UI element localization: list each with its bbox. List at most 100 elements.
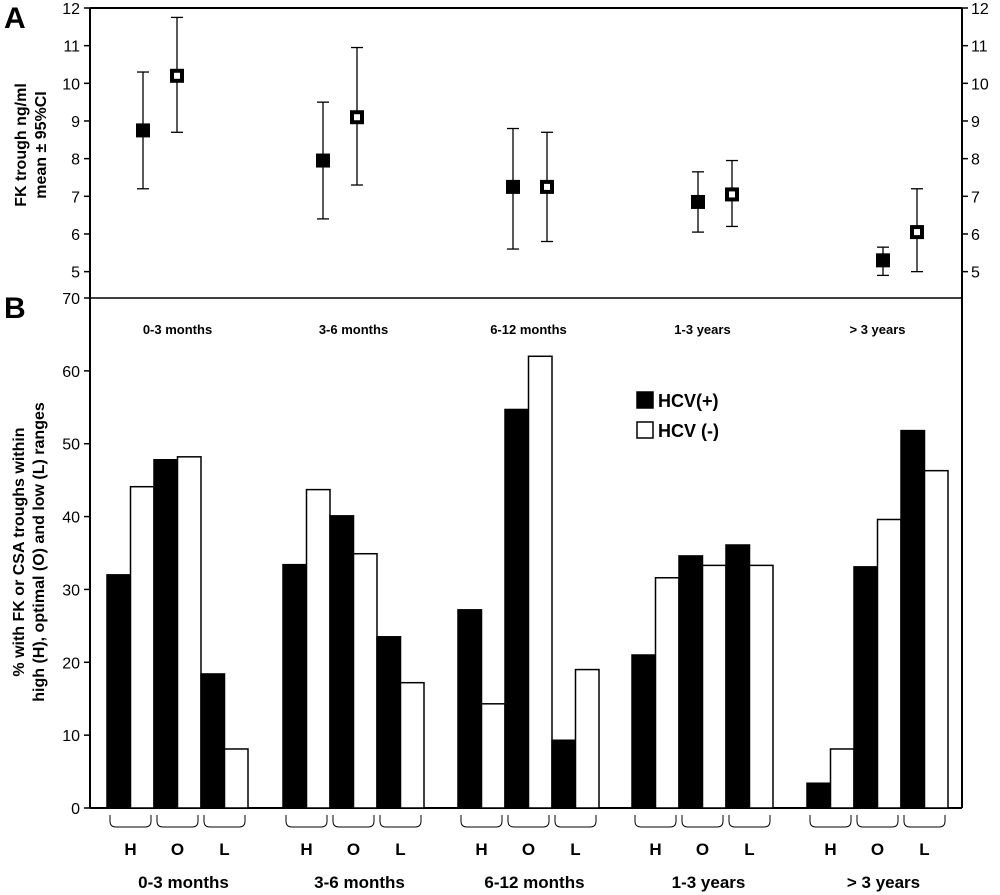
panel-b-subgroup-bracket [554,815,597,828]
legend-label-hcv-neg: HCV (-) [658,421,719,441]
panel-b-group-label-bottom: 6-12 months [484,873,584,892]
panel-b-subcategory-label: L [219,840,229,859]
panel-b: B % with FK or CSA troughs within high (… [4,291,963,892]
panel-b-subgroup-bracket [379,815,422,828]
panel-a-point-hcv-neg [170,68,184,83]
panel-b-group-label-bottom: 0-3 months [138,873,229,892]
panel-a-point-hcv-neg [910,225,924,240]
panel-b-bar-hcv-neg [352,552,378,809]
panel-b-bar-hcv-pos [153,458,179,809]
panel-b-y-tick-label: 0 [71,801,80,818]
panel-b-subcategory-label: O [347,840,360,859]
panel-b-label: B [4,292,26,325]
panel-b-bar-hcv-pos [631,654,657,809]
panel-b-y-tick-label: 60 [62,364,80,381]
panel-a-ylabel-line-1: FK trough ng/ml [13,83,30,207]
panel-b-subcategory-label: H [300,840,312,859]
panel-a-point-hcv-pos [506,179,520,194]
panel-b-subgroup-bracket [903,815,946,828]
panel-a-right-tick-label: 10 [971,76,989,93]
panel-b-y-tick-label: 10 [62,728,80,745]
panel-b-bar-hcv-pos [457,609,483,809]
panel-a-right-tick-label: 12 [971,1,989,18]
panel-b-bar-hcv-pos [376,636,402,809]
panel-b-subgroup-bracket [203,815,246,828]
panel-b-subgroup-bracket [681,815,724,828]
panel-b-bar-hcv-pos [200,673,226,809]
panel-b-group-label-top: 6-12 months [490,322,567,337]
panel-b-bar-hcv-neg [923,469,949,809]
legend-swatch-hcv-neg [636,421,654,439]
panel-a-left-tick-label: 7 [71,189,80,206]
panel-a: A FK trough ng/ml mean ± 95%CI 5 5 6 6 7 7 8 8 9… [4,1,989,299]
panel-b-bar-hcv-neg [876,518,902,809]
panel-a-left-tick-label: 5 [71,265,80,282]
panel-a-point-hcv-pos [316,153,330,168]
panel-b-bar-hcv-pos [329,515,355,809]
panel-b-subgroup-bracket [507,815,550,828]
panel-b-y-tick-label: 70 [62,291,80,308]
panel-b-group-label-bottom: > 3 years [847,873,920,892]
panel-b-bar-hcv-neg [399,681,425,809]
legend-label-hcv-pos: HCV(+) [658,391,719,411]
panel-b-subcategory-label: H [649,840,661,859]
panel-b-bar-hcv-neg [829,748,855,809]
panel-a-left-tick-label: 9 [71,114,80,131]
panel-b-group-label-top: > 3 years [849,322,905,337]
panel-b-group-label-top: 1-3 years [674,322,730,337]
panel-b-subgroup-bracket [460,815,503,828]
panel-b-subcategory-label: O [696,840,709,859]
panel-a-right-tick-label: 6 [971,227,980,244]
panel-b-ylabel-line-1: % with FK or CSA troughs within [11,427,28,676]
panel-b-y-tick-label: 20 [62,655,80,672]
panel-b-subcategory-label: L [919,840,929,859]
panel-b-bar-hcv-neg [654,577,680,809]
panel-b-subcategory-label: H [824,840,836,859]
panel-b-subgroup-bracket [856,815,899,828]
panel-b-subcategory-label: H [475,840,487,859]
panel-a-ylabel-line-2: mean ± 95%CI [33,91,50,199]
panel-b-group-label-top: 3-6 months [319,322,388,337]
panel-a-left-tick-label: 12 [62,1,80,18]
panel-b-subgroup-bracket [156,815,199,828]
panel-b-subgroup-bracket [332,815,375,828]
panel-a-point-hcv-pos [691,194,705,209]
panel-a-point-hcv-neg [725,187,739,202]
panel-a-right-tick-label: 7 [971,189,980,206]
panel-b-subcategory-label: O [522,840,535,859]
panel-a-point-hcv-pos [876,253,890,268]
panel-b-y-tick-label: 50 [62,437,80,454]
panel-a-left-tick-label: 10 [62,76,80,93]
panel-b-ylabel-line-2: high (H), optimal (O) and low (L) ranges [31,402,48,702]
panel-a-left-tick-label: 8 [71,152,80,169]
panel-b-bar-hcv-neg [701,564,727,809]
panel-b-subcategory-label: L [570,840,580,859]
panel-a-y-axis-label: FK trough ng/ml mean ± 95%CI [13,83,50,207]
panel-b-subcategory-label: L [395,840,405,859]
panel-b-bar-hcv-neg [305,488,331,809]
panel-b-y-tick-label: 40 [62,510,80,527]
panel-b-bar-hcv-pos [106,574,132,809]
panel-b-bar-hcv-pos [551,739,577,809]
panel-b-bar-hcv-pos [504,408,530,809]
panel-b-bar-hcv-neg [748,564,774,809]
legend-swatch-hcv-pos [636,391,654,409]
panel-b-subgroup-bracket [728,815,771,828]
panel-b-bar-hcv-neg [223,748,249,809]
panel-b-bar-hcv-pos [725,544,751,809]
panel-b-y-axis-label: % with FK or CSA troughs within high (H)… [11,402,48,702]
panel-b-bar-hcv-pos [806,782,832,809]
panel-a-point-hcv-neg [540,179,554,194]
panel-b-subcategory-label: O [871,840,884,859]
panel-b-bar-hcv-pos [900,429,926,809]
panel-a-right-tick-label: 9 [971,114,980,131]
panel-b-bar-hcv-pos [678,555,704,809]
panel-a-right-tick-label: 5 [971,265,980,282]
panel-b-subcategory-label: H [124,840,136,859]
panel-a-point-hcv-pos [136,123,150,138]
panel-b-subgroup-bracket [809,815,852,828]
panel-b-subgroup-bracket [285,815,328,828]
panel-b-group-label-top: 0-3 months [143,322,212,337]
panel-b-bar-hcv-neg [480,703,506,809]
